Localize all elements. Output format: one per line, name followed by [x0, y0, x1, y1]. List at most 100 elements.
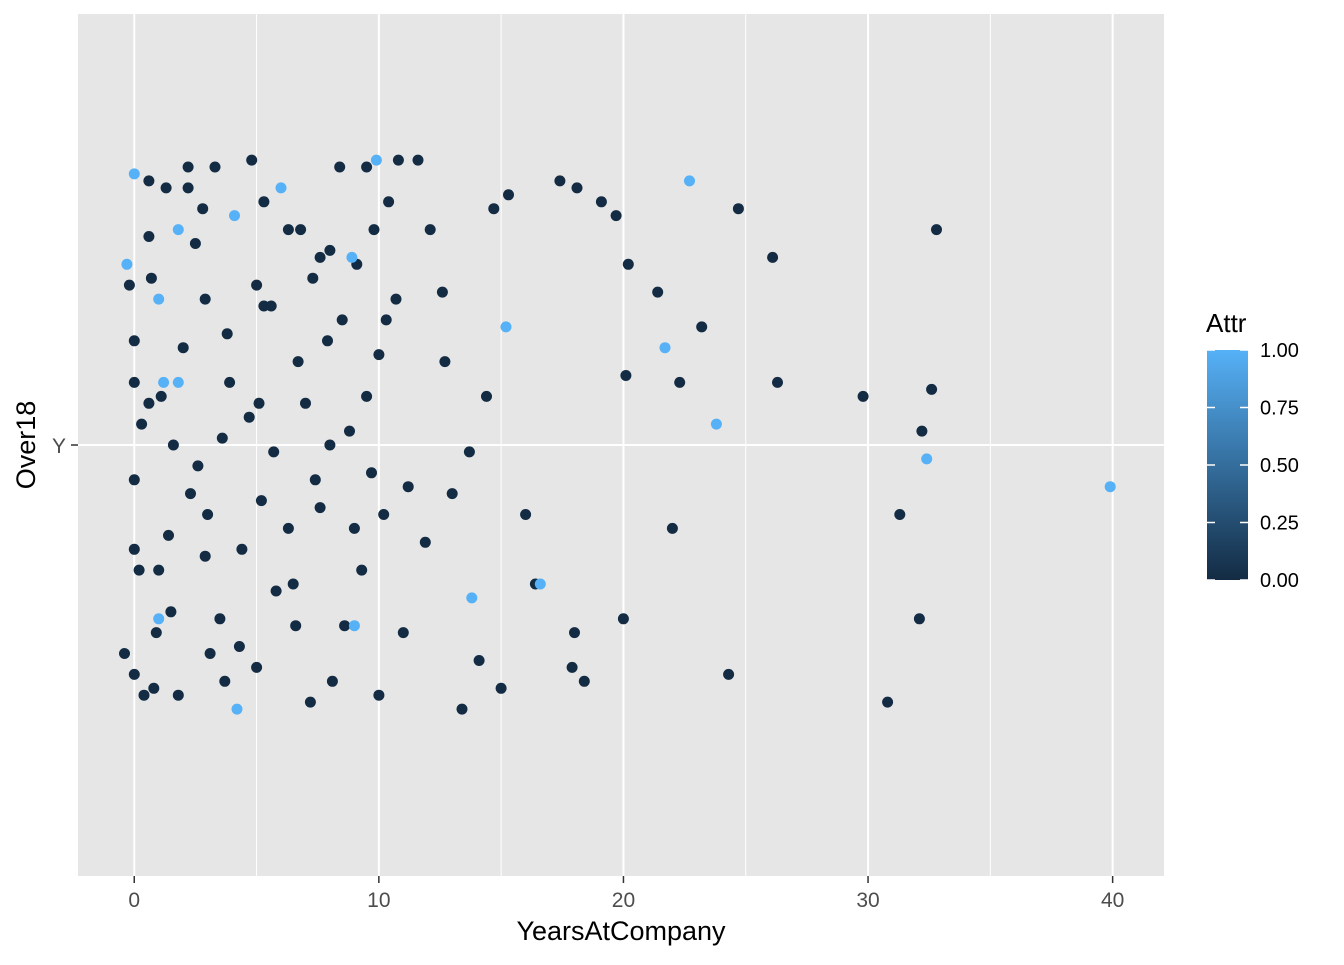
data-point — [133, 564, 145, 576]
data-point — [344, 425, 355, 437]
data-point — [160, 182, 172, 194]
data-point — [921, 453, 933, 465]
data-point — [419, 536, 431, 548]
color-legend: Attr 0.00 0.25 0.50 0.75 1.00 — [1206, 308, 1299, 592]
data-point — [495, 682, 507, 694]
data-point — [199, 293, 211, 305]
data-point — [216, 432, 228, 444]
data-point — [182, 182, 194, 194]
data-point — [258, 196, 270, 208]
x-axis-label: YearsAtCompany — [516, 916, 726, 946]
data-point — [197, 203, 209, 215]
data-point — [128, 168, 140, 180]
data-point — [138, 689, 150, 701]
data-point — [366, 467, 377, 479]
data-point — [192, 460, 204, 472]
data-point — [566, 661, 578, 673]
data-point — [143, 231, 155, 242]
data-point — [145, 272, 157, 284]
data-point — [622, 258, 634, 270]
data-point — [177, 342, 189, 354]
data-point — [182, 161, 194, 173]
data-point — [128, 543, 140, 555]
data-point — [219, 675, 231, 687]
data-point — [380, 314, 392, 326]
data-point — [674, 376, 686, 388]
data-point — [767, 251, 779, 263]
data-point — [446, 488, 458, 500]
data-point — [652, 286, 664, 298]
x-tick-label: 0 — [128, 889, 140, 912]
y-axis-label: Over18 — [11, 401, 41, 490]
data-point — [882, 696, 894, 708]
data-point — [143, 175, 155, 187]
data-point — [913, 613, 925, 625]
data-point — [520, 509, 532, 520]
data-point — [322, 335, 333, 347]
data-point — [534, 578, 546, 590]
data-point — [894, 509, 906, 520]
data-point — [304, 696, 316, 708]
data-point — [503, 189, 514, 201]
data-point — [229, 210, 240, 222]
data-point — [571, 182, 583, 194]
x-tick-label: 20 — [612, 889, 635, 912]
data-point — [221, 328, 233, 340]
data-point — [128, 668, 140, 680]
data-point — [659, 342, 671, 354]
data-point — [119, 648, 130, 659]
data-point — [172, 224, 184, 236]
data-point — [666, 522, 678, 534]
data-point — [361, 390, 373, 402]
data-point — [224, 376, 236, 388]
legend-ticks: 0.00 0.25 0.50 0.75 1.00 — [1207, 340, 1299, 592]
legend-title: Attr — [1206, 308, 1247, 338]
data-point — [236, 543, 248, 555]
data-point — [231, 703, 243, 715]
data-point — [292, 356, 304, 368]
data-point — [155, 390, 167, 402]
data-point — [348, 522, 360, 534]
data-point — [346, 251, 358, 263]
data-point — [270, 585, 282, 597]
y-tick-label: Y — [52, 435, 66, 458]
x-tick-label: 30 — [856, 889, 879, 912]
data-point — [390, 293, 402, 305]
data-point — [148, 682, 160, 694]
data-point — [926, 383, 938, 395]
data-point — [392, 154, 404, 166]
data-point — [163, 529, 174, 541]
data-point — [128, 474, 140, 486]
data-point — [199, 550, 211, 562]
data-point — [324, 439, 336, 451]
data-point — [684, 175, 695, 187]
data-point — [610, 210, 622, 222]
legend-break-label: 0.25 — [1260, 513, 1299, 535]
data-point — [595, 196, 607, 208]
data-point — [214, 613, 226, 625]
data-point — [397, 627, 409, 639]
data-point — [857, 390, 869, 402]
data-point — [481, 390, 492, 402]
data-point — [324, 244, 336, 256]
legend-break-label: 1.00 — [1260, 340, 1299, 362]
data-point — [309, 474, 321, 486]
data-point — [456, 703, 468, 715]
x-tick-label: 10 — [367, 889, 390, 912]
data-point — [339, 620, 351, 632]
data-point — [282, 522, 294, 534]
data-point — [356, 564, 368, 576]
data-point — [436, 286, 448, 298]
data-point — [1104, 481, 1116, 493]
data-point — [172, 376, 184, 388]
data-point — [275, 182, 287, 194]
data-point — [123, 279, 135, 291]
axes: 0 10 20 30 40 Y — [52, 435, 1124, 912]
data-point — [931, 224, 942, 236]
data-point — [412, 154, 424, 166]
data-point — [153, 293, 165, 305]
data-point — [554, 175, 566, 187]
data-point — [617, 613, 629, 625]
data-point — [265, 300, 277, 312]
